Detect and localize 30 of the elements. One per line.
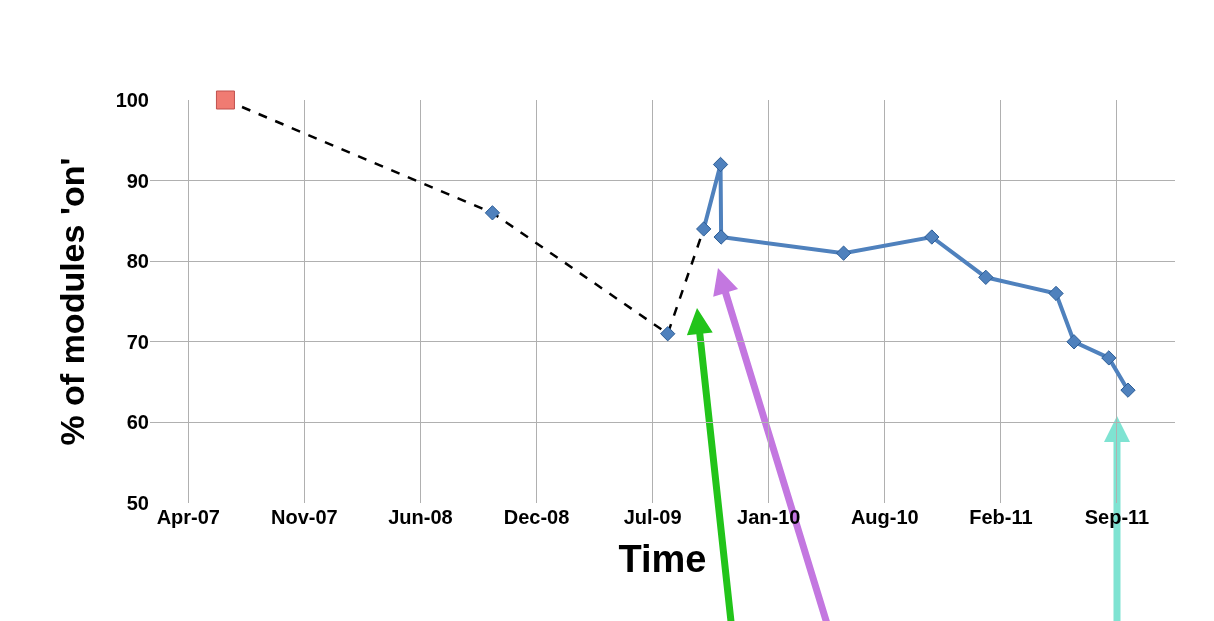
x-axis-title: Time <box>618 538 707 581</box>
x-tick-label: Aug-10 <box>850 506 919 528</box>
y-tick-label: 90 <box>126 169 149 192</box>
y-tick-label: 80 <box>126 250 149 273</box>
point <box>696 221 712 237</box>
point <box>1066 334 1082 350</box>
y-tick-label: 60 <box>126 411 149 434</box>
point <box>1120 382 1136 398</box>
x-tick-label: Apr-07 <box>156 506 220 528</box>
y-tick-label: 50 <box>126 492 149 514</box>
point <box>660 326 676 342</box>
point <box>1048 285 1064 302</box>
point <box>215 90 235 110</box>
point <box>978 269 994 285</box>
x-tick-label: Sep-11 <box>1084 506 1150 528</box>
x-tick-label: Jun-08 <box>388 506 453 528</box>
x-tick-label: Jan-10 <box>737 506 801 528</box>
y-axis-title: % of modules 'on' <box>53 157 92 446</box>
x-tick-label: Nov-07 <box>271 506 338 528</box>
x-tick-label: Dec-08 <box>503 506 570 528</box>
x-tick-label: Jul-09 <box>623 506 682 528</box>
x-tick-label: Feb-11 <box>969 506 1033 528</box>
point <box>1101 350 1117 366</box>
point <box>835 245 852 261</box>
point <box>713 229 729 245</box>
point <box>712 156 729 173</box>
point <box>924 229 940 245</box>
y-tick-label: 100 <box>115 89 149 111</box>
point <box>484 205 501 221</box>
y-tick-label: 70 <box>126 330 149 353</box>
